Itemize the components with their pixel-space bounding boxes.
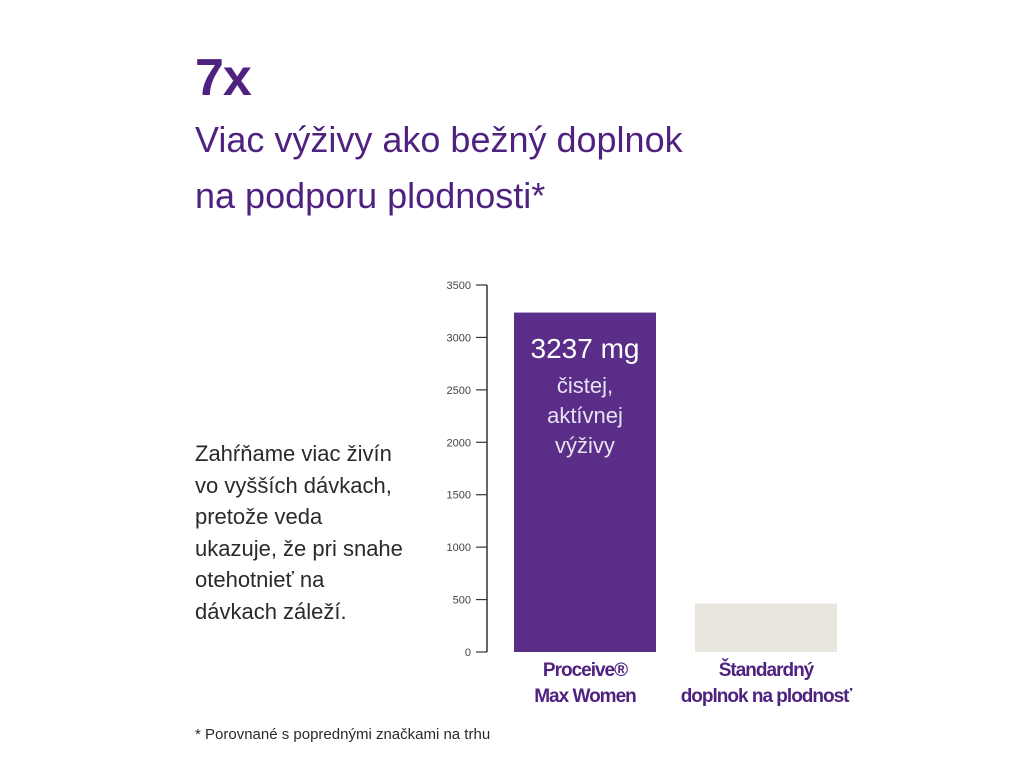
y-tick-label: 0 xyxy=(465,647,471,659)
side-description: Zahŕňame viac živín vo vyšších dávkach, … xyxy=(195,441,403,624)
bar-annotation-line: výživy xyxy=(555,433,615,458)
y-tick-label: 3500 xyxy=(447,280,471,292)
y-tick-label: 1500 xyxy=(447,490,471,502)
bar-value-label: 3237 mg xyxy=(531,333,640,364)
y-tick-label: 1000 xyxy=(447,542,471,554)
y-tick-label: 500 xyxy=(453,595,471,607)
y-tick-label: 2500 xyxy=(447,385,471,397)
headline-subtitle: Viac výživy ako bežný doplnok na podporu… xyxy=(195,112,835,224)
headline-line-2: na podporu plodnosti* xyxy=(195,175,546,216)
bar-1 xyxy=(514,312,656,652)
headline-multiplier: 7x xyxy=(195,49,252,107)
headline-line-1: Viac výživy ako bežný doplnok xyxy=(195,119,683,160)
bar-annotation-line: aktívnej xyxy=(547,403,623,428)
bar-annotation-line: čistej, xyxy=(557,373,613,398)
category-label: doplnok na plodnosť xyxy=(681,686,853,707)
category-label: Proceive® xyxy=(543,660,628,681)
bar-2 xyxy=(695,603,837,652)
category-label: Štandardný xyxy=(719,659,815,681)
category-label: Max Women xyxy=(534,686,636,707)
y-tick-label: 2000 xyxy=(447,437,471,449)
footnote: * Porovnané s poprednými značkami na trh… xyxy=(195,726,491,743)
y-tick-label: 3000 xyxy=(447,332,471,344)
